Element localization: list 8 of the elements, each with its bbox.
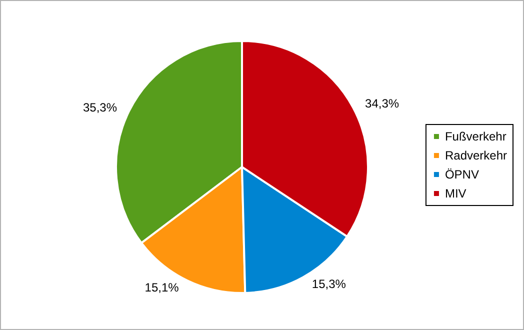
data-label: 15,1% [144, 280, 180, 295]
legend-label: ÖPNV [444, 168, 479, 182]
data-label: 34,3% [365, 96, 400, 111]
data-label: 15,3% [312, 277, 346, 292]
data-label: 35,3% [83, 100, 118, 114]
legend-label: MIV [444, 186, 466, 200]
legend-label: Radverkehr [444, 148, 508, 162]
legend-label: Fußverkehr [444, 130, 506, 144]
